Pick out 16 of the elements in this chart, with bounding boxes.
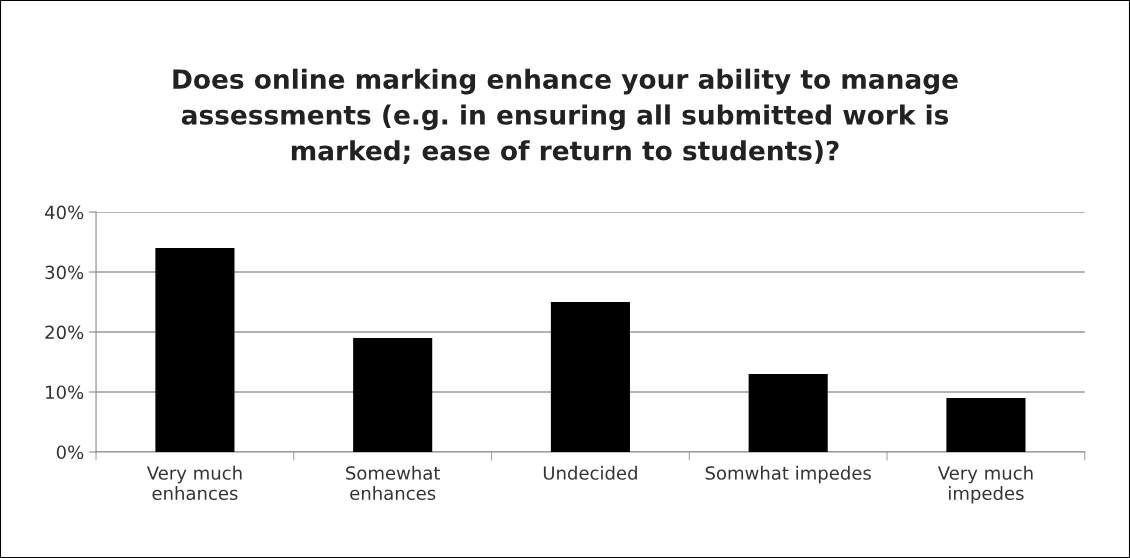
y-tick-label: 20%: [45, 325, 84, 340]
bar: [550, 302, 630, 452]
chart-title: Does online marking enhance your ability to manage assessments (e.g. in ensuring all submitted work is marked; ease of return to students)?: [173, 68, 958, 164]
x-tick-label: Very much impedes: [937, 465, 1033, 504]
x-tick-label: Undecided: [543, 465, 637, 480]
bar: [155, 248, 235, 452]
y-tick-label: 40%: [45, 205, 84, 220]
bar: [748, 374, 828, 452]
x-tick-label: Somwhat impedes: [705, 465, 871, 484]
bar: [353, 338, 433, 452]
y-tick-label: 0%: [56, 445, 84, 460]
y-tick-label: 10%: [46, 385, 84, 400]
y-tick-label: 30%: [45, 265, 84, 280]
x-tick-label: Very much enhances: [146, 465, 242, 501]
x-tick-label: Somewhat enhances: [346, 465, 441, 501]
bar: [946, 397, 1026, 452]
